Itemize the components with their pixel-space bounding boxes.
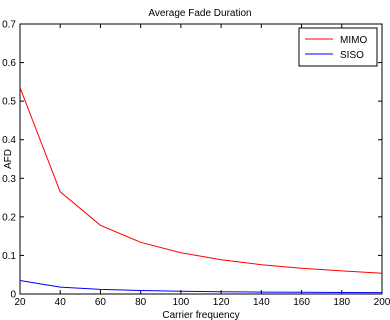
- legend-box: [298, 27, 378, 67]
- plot-frame: [19, 23, 383, 295]
- axis-ticks: 20 40 60 80 100 120 140 160 180 200 0 0.1 0.2 0.3 0.4 0…: [2, 20, 390, 309]
- legend: MIMO SISO: [298, 27, 378, 67]
- y-tick-label: 0.7: [2, 20, 16, 31]
- x-tick-label: 20: [14, 297, 26, 308]
- y-tick-label: 0.6: [2, 58, 16, 69]
- x-tick-label: 120: [213, 297, 230, 308]
- legend-label-mimo: MIMO: [340, 35, 367, 46]
- x-tick-label: 200: [374, 297, 390, 308]
- x-tick-label: 160: [293, 297, 310, 308]
- plot-area: [19, 23, 383, 295]
- y-tick-label: 0.5: [2, 97, 16, 108]
- x-tick-label: 140: [253, 297, 270, 308]
- y-tick-label: 0: [10, 290, 16, 301]
- chart-title: Average Fade Duration: [148, 8, 251, 19]
- x-tick-label: 100: [173, 297, 190, 308]
- y-tick-label: 0.4: [2, 135, 16, 146]
- y-tick-label: 0.1: [2, 251, 16, 262]
- series-line-mimo: [19, 87, 383, 274]
- legend-label-siso: SISO: [340, 50, 364, 61]
- y-tick-label: 0.3: [2, 174, 16, 185]
- x-tick-label: 40: [55, 297, 67, 308]
- x-tick-label: 60: [95, 297, 107, 308]
- y-tick-label: 0.2: [2, 212, 16, 223]
- x-axis-title: Carrier frequency: [162, 310, 239, 320]
- series-layer: [19, 87, 383, 294]
- series-line-siso: [19, 280, 383, 294]
- y-axis-title: AFD: [3, 149, 14, 169]
- x-tick-label: 180: [333, 297, 350, 308]
- x-tick-label: 80: [135, 297, 147, 308]
